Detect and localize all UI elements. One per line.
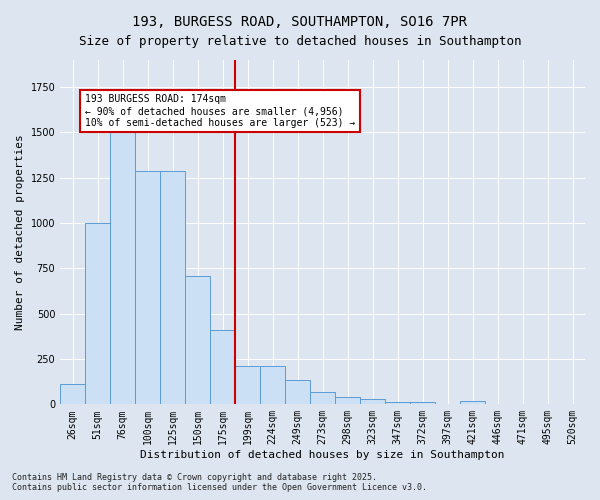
Bar bbox=[210, 330, 235, 404]
Bar bbox=[335, 397, 360, 404]
Bar bbox=[60, 384, 85, 404]
Bar bbox=[185, 276, 210, 404]
Text: Size of property relative to detached houses in Southampton: Size of property relative to detached ho… bbox=[79, 35, 521, 48]
Bar bbox=[85, 223, 110, 404]
Bar bbox=[310, 392, 335, 404]
Bar bbox=[385, 402, 410, 404]
Bar bbox=[460, 400, 485, 404]
Bar bbox=[260, 366, 285, 405]
Y-axis label: Number of detached properties: Number of detached properties bbox=[15, 134, 25, 330]
Bar bbox=[285, 380, 310, 404]
Bar bbox=[410, 402, 435, 404]
Bar bbox=[135, 170, 160, 404]
Bar bbox=[110, 132, 135, 404]
Text: 193, BURGESS ROAD, SOUTHAMPTON, SO16 7PR: 193, BURGESS ROAD, SOUTHAMPTON, SO16 7PR bbox=[133, 15, 467, 29]
Bar bbox=[160, 170, 185, 404]
Bar bbox=[360, 399, 385, 404]
X-axis label: Distribution of detached houses by size in Southampton: Distribution of detached houses by size … bbox=[140, 450, 505, 460]
Text: Contains HM Land Registry data © Crown copyright and database right 2025.
Contai: Contains HM Land Registry data © Crown c… bbox=[12, 473, 427, 492]
Text: 193 BURGESS ROAD: 174sqm
← 90% of detached houses are smaller (4,956)
10% of sem: 193 BURGESS ROAD: 174sqm ← 90% of detach… bbox=[85, 94, 355, 128]
Bar bbox=[235, 366, 260, 405]
